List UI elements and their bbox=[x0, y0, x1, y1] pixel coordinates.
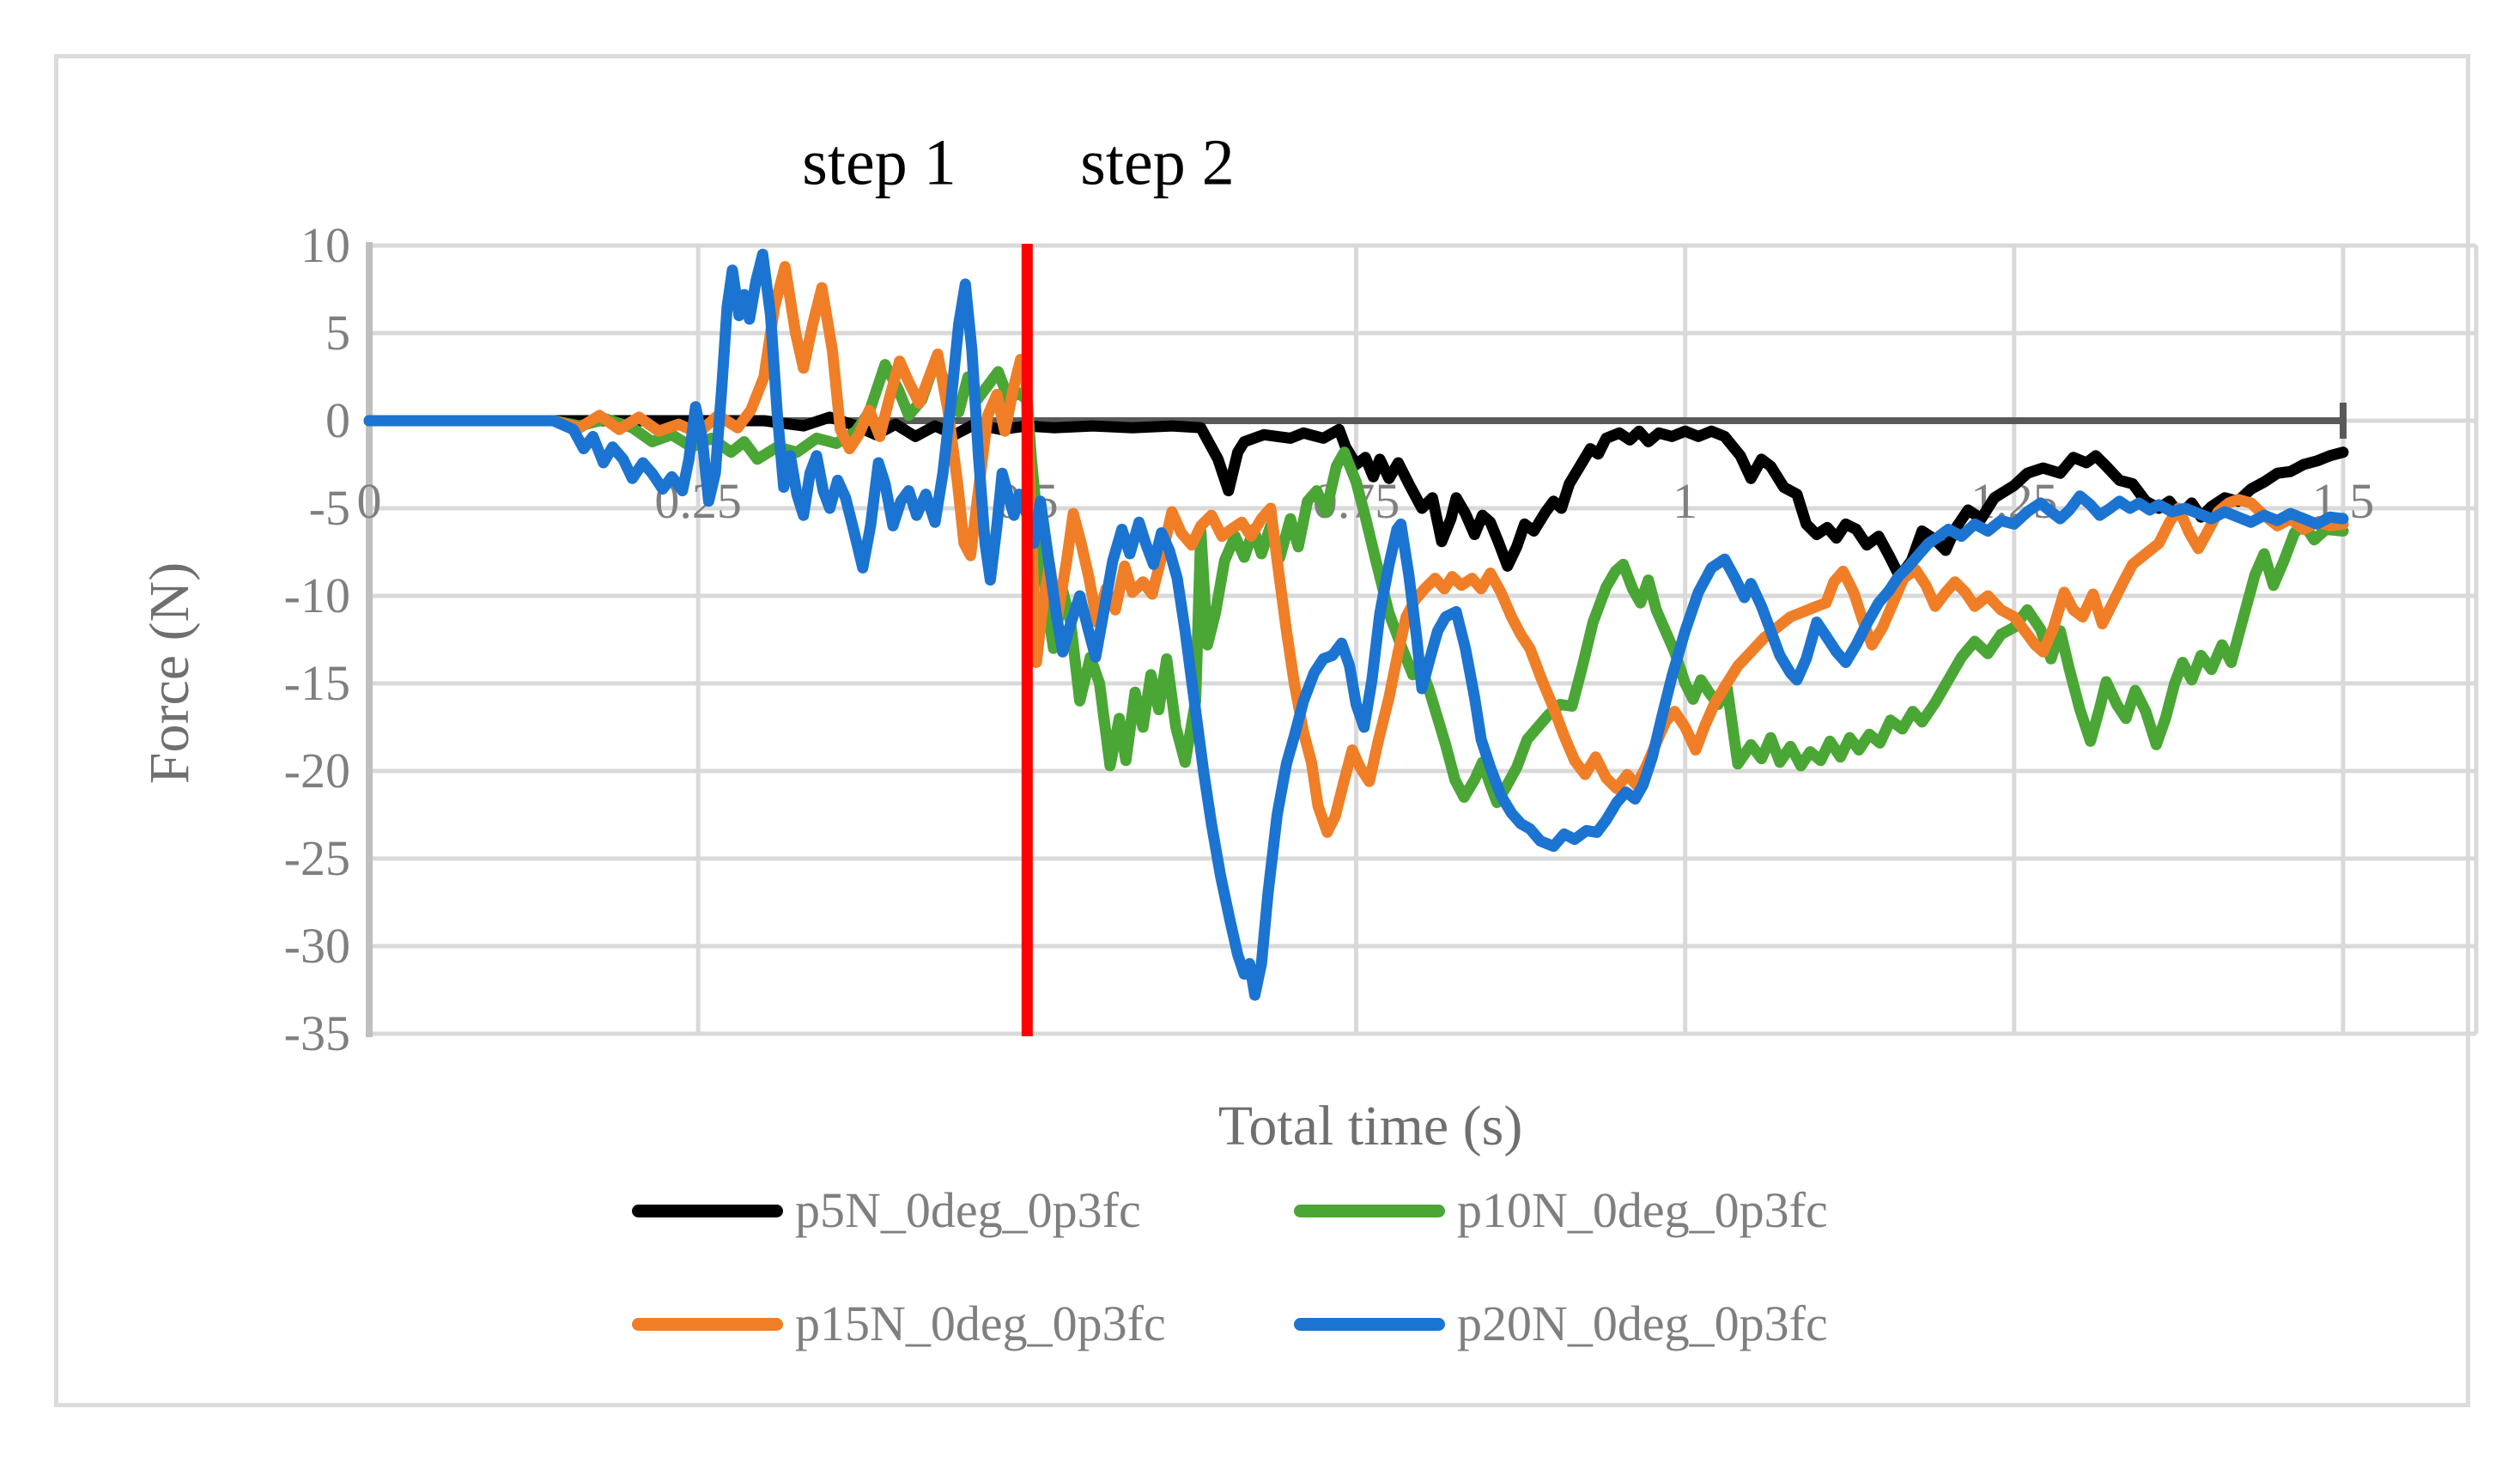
legend-item-p10N_0deg_0p3fc: p10N_0deg_0p3fc bbox=[1294, 1185, 1828, 1236]
y-tick-label: -15 bbox=[283, 655, 350, 711]
legend-label: p15N_0deg_0p3fc bbox=[795, 1296, 1166, 1351]
y-tick-label: 5 bbox=[325, 305, 350, 361]
x-tick-label: 0 bbox=[356, 473, 382, 529]
legend-label: p5N_0deg_0p3fc bbox=[795, 1182, 1141, 1238]
y-tick-label: 0 bbox=[325, 392, 350, 448]
y-tick-label: -20 bbox=[283, 743, 350, 798]
legend-label: p10N_0deg_0p3fc bbox=[1457, 1182, 1828, 1238]
y-tick-label: -35 bbox=[283, 1005, 350, 1061]
x-axis-title: Total time (s) bbox=[1217, 1095, 1523, 1157]
legend-item-p15N_0deg_0p3fc: p15N_0deg_0p3fc bbox=[632, 1298, 1166, 1350]
legend-label: p20N_0deg_0p3fc bbox=[1457, 1296, 1828, 1351]
legend-swatch-icon bbox=[1294, 1317, 1445, 1331]
figure-border bbox=[54, 54, 2470, 1407]
y-tick-label: 10 bbox=[301, 217, 350, 273]
y-tick-label: -30 bbox=[283, 918, 350, 974]
legend-swatch-icon bbox=[632, 1204, 783, 1217]
step2-annotation: step 2 bbox=[1080, 126, 1235, 199]
series-p5N_0deg_0p3fc bbox=[363, 411, 2349, 583]
y-axis-title: Force (N) bbox=[138, 562, 201, 785]
series-p15N_0deg_0p3fc bbox=[363, 261, 2349, 838]
series-p10N_0deg_0p3fc bbox=[363, 352, 2349, 809]
legend-swatch-icon bbox=[1294, 1204, 1445, 1217]
y-tick-label: -5 bbox=[308, 480, 350, 536]
y-tick-label: -10 bbox=[283, 568, 350, 623]
step1-annotation: step 1 bbox=[802, 126, 956, 199]
legend-item-p5N_0deg_0p3fc: p5N_0deg_0p3fc bbox=[632, 1185, 1141, 1236]
series-p20N_0deg_0p3fc bbox=[363, 248, 2349, 1001]
x-tick-label: 1 bbox=[1673, 473, 1698, 529]
y-tick-label: -25 bbox=[283, 830, 350, 886]
legend-item-p20N_0deg_0p3fc: p20N_0deg_0p3fc bbox=[1294, 1298, 1828, 1350]
legend-swatch-icon bbox=[632, 1317, 783, 1331]
